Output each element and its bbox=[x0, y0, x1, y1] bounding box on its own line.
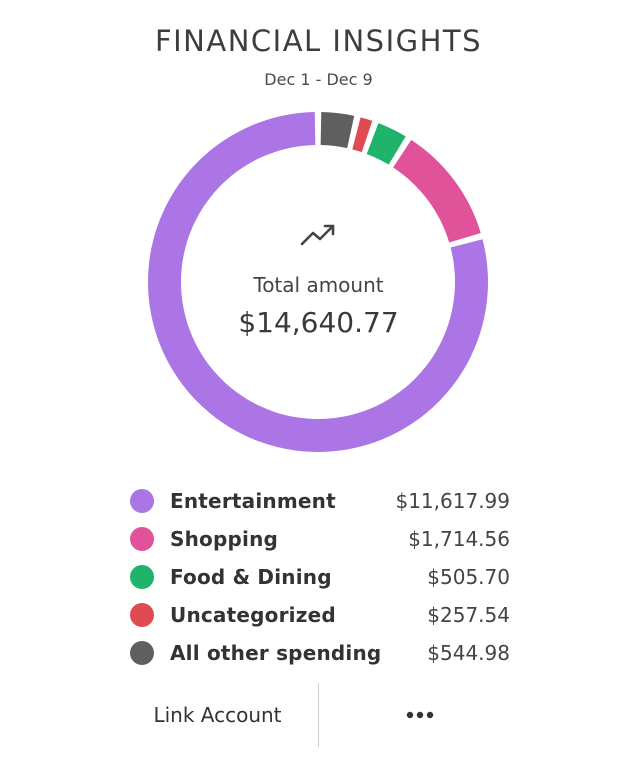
legend-amount: $1,714.56 bbox=[408, 527, 510, 551]
legend-label: Shopping bbox=[170, 527, 279, 551]
legend-item-uncategorized[interactable]: Uncategorized $257.54 bbox=[130, 596, 510, 634]
legend-dot bbox=[130, 565, 154, 589]
footer-actions: Link Account bbox=[0, 683, 637, 747]
trending-up-icon bbox=[300, 224, 335, 246]
spending-donut-chart bbox=[147, 112, 488, 452]
legend-label: Uncategorized bbox=[170, 603, 336, 627]
legend-item-all-other-spending[interactable]: All other spending $544.98 bbox=[130, 634, 510, 672]
legend-label: Entertainment bbox=[170, 489, 336, 513]
more-options-button[interactable] bbox=[380, 683, 460, 747]
total-amount-value: $14,640.77 bbox=[238, 306, 399, 339]
legend-item-food-dining[interactable]: Food & Dining $505.70 bbox=[130, 558, 510, 596]
footer-divider bbox=[318, 683, 319, 747]
legend-dot bbox=[130, 641, 154, 665]
legend-amount: $257.54 bbox=[427, 603, 510, 627]
legend-dot bbox=[130, 603, 154, 627]
chart-legend: Entertainment $11,617.99 Shopping $1,714… bbox=[130, 482, 510, 672]
legend-amount: $11,617.99 bbox=[395, 489, 510, 513]
total-amount-label: Total amount bbox=[253, 273, 384, 297]
legend-item-shopping[interactable]: Shopping $1,714.56 bbox=[130, 520, 510, 558]
legend-label: All other spending bbox=[170, 641, 382, 665]
donut-slice-food-dining[interactable] bbox=[366, 123, 406, 165]
legend-amount: $505.70 bbox=[427, 565, 510, 589]
donut-slice-shopping[interactable] bbox=[393, 139, 481, 243]
page-title: FINANCIAL INSIGHTS bbox=[154, 24, 483, 58]
more-horizontal-icon bbox=[406, 711, 434, 719]
legend-item-entertainment[interactable]: Entertainment $11,617.99 bbox=[130, 482, 510, 520]
legend-dot bbox=[130, 527, 154, 551]
link-account-button[interactable]: Link Account bbox=[120, 683, 315, 747]
donut-slice-all-other-spending[interactable] bbox=[320, 112, 355, 149]
date-range: Dec 1 - Dec 9 bbox=[264, 70, 373, 89]
legend-dot bbox=[130, 489, 154, 513]
donut-slice-uncategorized[interactable] bbox=[352, 117, 373, 153]
legend-amount: $544.98 bbox=[427, 641, 510, 665]
legend-label: Food & Dining bbox=[170, 565, 332, 589]
